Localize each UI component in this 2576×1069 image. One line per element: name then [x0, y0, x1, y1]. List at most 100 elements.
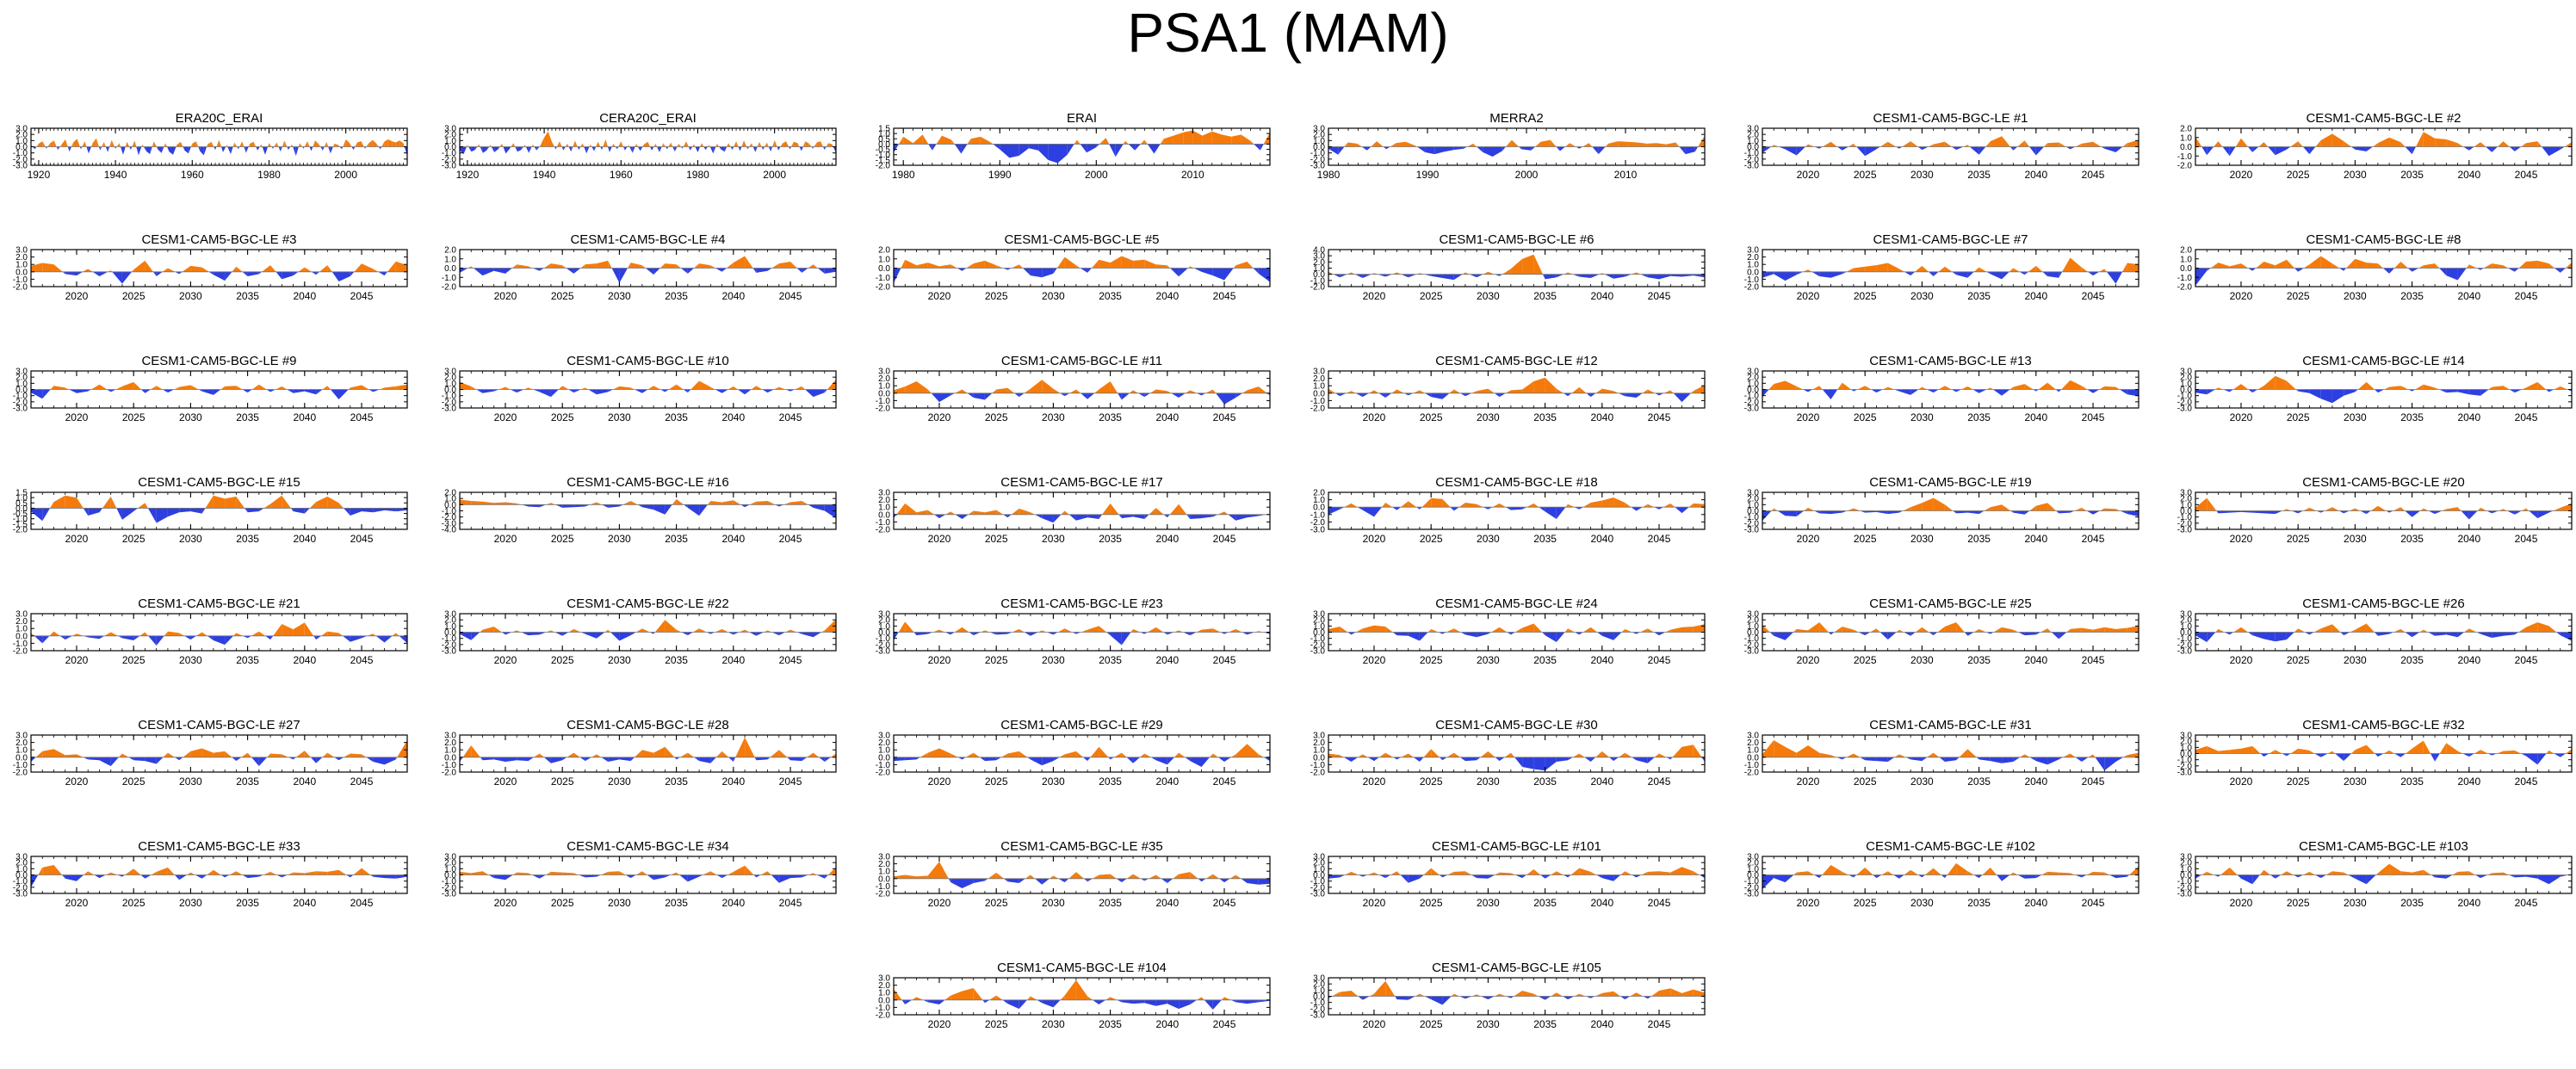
area-segment: [1507, 632, 1511, 635]
area-segment: [767, 389, 774, 393]
area-segment: [1396, 389, 1404, 393]
area-segment: [1357, 507, 1363, 510]
x-tick-label: 2040: [2024, 411, 2047, 423]
area-segment: [619, 386, 631, 390]
area-segment: [2291, 510, 2299, 514]
x-tick-label: 2020: [65, 411, 89, 423]
area-segment: [350, 271, 355, 276]
y-tick-label: 0.0: [878, 264, 890, 274]
area-segment: [1201, 392, 1206, 396]
area-segment: [1887, 141, 1897, 147]
area-segment: [77, 633, 84, 636]
area-segment: [823, 146, 825, 151]
area-segment: [1247, 632, 1255, 635]
area-segment: [1853, 143, 1857, 147]
area-segment: [802, 386, 806, 390]
area-segment: [763, 146, 765, 151]
area-segment: [1542, 632, 1545, 636]
area-segment: [2514, 510, 2522, 515]
area-segment: [802, 501, 808, 505]
area-segment: [2565, 263, 2572, 269]
area-segment: [1990, 136, 2003, 147]
area-segment: [2029, 146, 2036, 156]
area-segment: [2331, 389, 2344, 404]
area-segment: [801, 146, 803, 151]
area-segment: [1369, 390, 1374, 393]
y-tick-label: -2.0: [442, 640, 457, 650]
area-segment: [2389, 268, 2395, 274]
area-segment: [898, 621, 906, 633]
panel-title: CESM1-CAM5-BGC-LE #14: [2302, 354, 2464, 368]
area-segment: [692, 628, 700, 633]
area-segment: [1477, 504, 1483, 508]
y-tick-label: 1.0: [878, 255, 890, 264]
area-segment: [1663, 503, 1671, 508]
area-segment: [2195, 268, 2208, 286]
area-segment: [2546, 389, 2549, 392]
area-segment: [641, 628, 650, 633]
area-segment: [955, 389, 963, 393]
area-segment: [384, 508, 396, 512]
area-segment: [1242, 632, 1248, 635]
area-segment: [1390, 143, 1396, 147]
area-segment: [1488, 632, 1491, 634]
area-segment: [1967, 510, 1979, 515]
chart-panel: CESM1-CAM5-BGC-LE #123.02.01.00.0-1.0-2.…: [1310, 354, 1706, 423]
area-segment: [176, 141, 181, 147]
area-segment: [2412, 268, 2419, 272]
area-segment: [276, 271, 282, 280]
area-segment: [493, 627, 502, 633]
area-segment: [676, 264, 681, 269]
area-segment: [1374, 390, 1379, 393]
area-segment: [47, 143, 51, 147]
area-segment: [728, 143, 731, 147]
area-segment: [1574, 507, 1580, 510]
area-segment: [338, 271, 350, 281]
area-segment: [482, 501, 494, 505]
y-tick-label: 3.0: [15, 125, 28, 134]
area-segment: [303, 146, 305, 149]
x-tick-label: 2030: [1477, 411, 1500, 423]
area-segment: [2099, 269, 2105, 272]
area-segment: [1186, 514, 1191, 519]
area-segment: [1400, 501, 1409, 508]
x-tick-label: 2035: [1533, 290, 1557, 302]
area-segment: [1467, 143, 1474, 147]
area-segment: [573, 389, 581, 393]
area-segment: [1444, 146, 1454, 152]
area-segment: [1851, 389, 1854, 392]
area-segment: [905, 621, 914, 633]
area-segment: [970, 136, 981, 145]
area-segment: [1539, 507, 1545, 512]
area-segment: [2315, 140, 2321, 147]
area-segment: [1106, 632, 1111, 636]
area-segment: [1586, 392, 1591, 398]
area-segment: [1216, 392, 1224, 405]
area-segment: [615, 146, 617, 150]
area-segment: [338, 389, 349, 399]
area-segment: [905, 259, 917, 269]
area-segment: [939, 392, 951, 403]
area-segment: [1961, 386, 1968, 390]
y-tick-label: -1.0: [876, 397, 891, 406]
area-segment: [687, 504, 700, 516]
area-segment: [53, 140, 57, 147]
area-segment: [1030, 632, 1038, 636]
area-segment: [150, 146, 152, 155]
area-segment: [227, 146, 231, 155]
area-segment: [2468, 146, 2474, 151]
area-segment: [916, 263, 928, 269]
x-tick-label: 2035: [1967, 290, 1991, 302]
area-segment: [1663, 390, 1671, 393]
area-segment: [1631, 272, 1637, 275]
area-segment: [1774, 380, 1786, 390]
area-segment: [2029, 505, 2036, 511]
area-segment: [2435, 263, 2440, 269]
area-segment: [1830, 271, 1842, 278]
x-tick-label: 2000: [334, 169, 357, 181]
area-segment: [167, 268, 176, 272]
area-segment: [132, 140, 135, 147]
area-segment: [2468, 389, 2481, 396]
